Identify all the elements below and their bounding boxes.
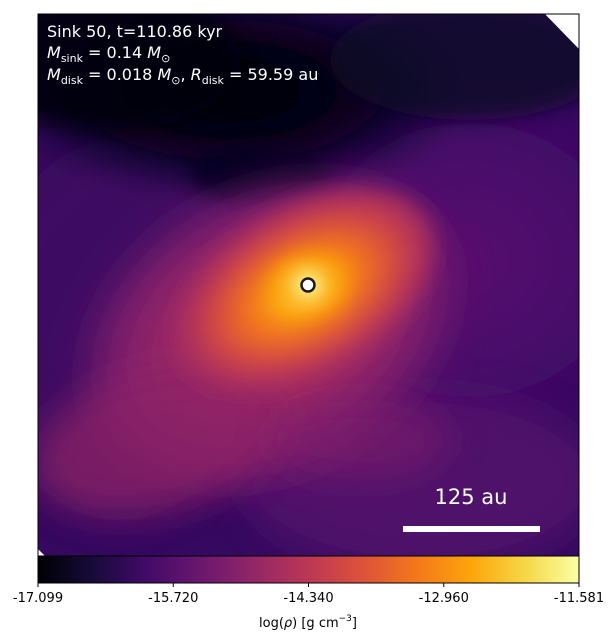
scale-bar: 125 au [403, 485, 540, 532]
colorbar-tick-label: -12.960 [419, 591, 469, 606]
overlay-annotations: Sink 50, t=110.86 kyr Msink = 0.14 M⊙ Md… [47, 22, 318, 87]
disk-line: Mdisk = 0.018 M⊙, Rdisk = 59.59 au [47, 65, 318, 87]
colorbar: -17.099 -15.720 -14.340 -12.960 -11.581 log(… [13, 555, 604, 631]
colorbar-ticks: -17.099 -15.720 -14.340 -12.960 -11.581 [13, 583, 604, 606]
density-map [38, 14, 579, 556]
colorbar-label: log(ρ) [g cm−3] [259, 614, 357, 631]
colorbar-tick-label: -14.340 [283, 591, 333, 606]
sink-mass-line: Msink = 0.14 M⊙ [47, 43, 170, 65]
masked-corner [545, 14, 579, 49]
masked-corner-bottom [38, 549, 45, 556]
scale-bar-label: 125 au [435, 485, 508, 509]
colorbar-tick-label: -15.720 [148, 591, 198, 606]
colorbar-tick-label: -11.581 [554, 591, 604, 606]
colorbar-tick-label: -17.099 [13, 591, 63, 606]
colorbar-gradient [37, 555, 580, 584]
scale-bar-line [403, 526, 540, 532]
title-line: Sink 50, t=110.86 kyr [47, 22, 223, 41]
sink-particle-marker [300, 277, 316, 293]
